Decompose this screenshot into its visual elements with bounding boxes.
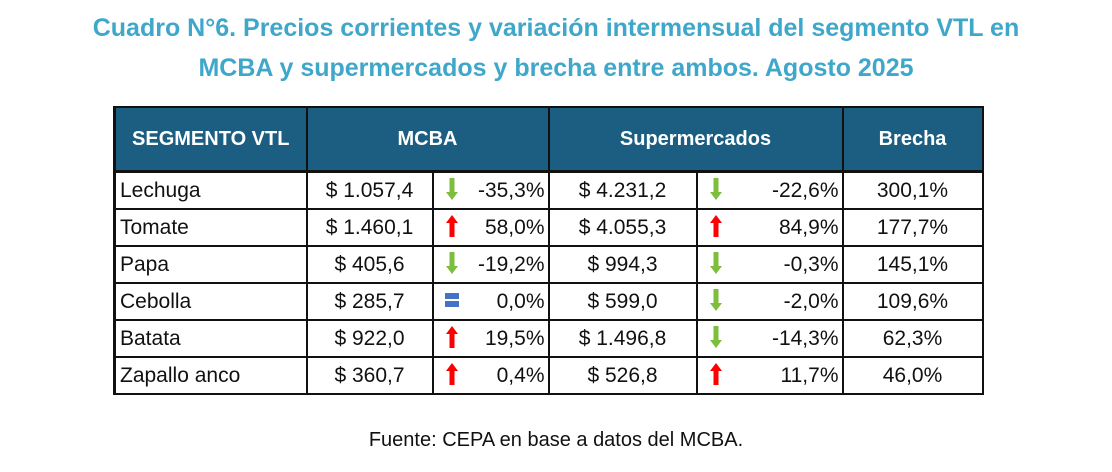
cell-mcba-variation: -35,3% (431, 170, 550, 210)
arrow-up-red-icon (445, 325, 459, 349)
table-row: Zapallo anco $ 360,7 0,4% $ 526,8 11,7% 46,0% (113, 356, 984, 395)
price-table: SEGMENTO VTL MCBA Supermercados Brecha L… (113, 106, 984, 395)
cell-brecha: 145,1% (841, 245, 984, 284)
cell-mcba-price: $ 360,7 (305, 356, 434, 395)
cell-mcba-price: $ 1.057,4 (305, 170, 434, 210)
arrow-up-red-icon (709, 214, 723, 238)
cell-mcba-price: $ 922,0 (305, 319, 434, 358)
cell-brecha: 46,0% (841, 356, 984, 395)
cell-super-price: $ 4.055,3 (547, 208, 698, 247)
cell-segment: Zapallo anco (113, 356, 308, 395)
table-row: Papa $ 405,6 -19,2% $ 994,3 -0,3% 145,1% (113, 245, 984, 284)
cell-mcba-variation: 0,4% (431, 356, 550, 395)
arrow-down-green-icon (709, 251, 723, 275)
mcba-variation-value: 0,4% (496, 363, 545, 387)
cell-mcba-price: $ 1.460,1 (305, 208, 434, 247)
arrow-up-red-icon (709, 362, 723, 386)
table-row: Batata $ 922,0 19,5% $ 1.496,8 -14,3% 62,3% (113, 319, 984, 358)
arrow-up-red-icon (445, 214, 459, 238)
cell-brecha: 300,1% (841, 170, 984, 210)
mcba-variation-value: 0,0% (496, 289, 545, 313)
cell-super-variation: -0,3% (695, 245, 844, 284)
cell-segment: Tomate (113, 208, 308, 247)
cell-super-price: $ 599,0 (547, 282, 698, 321)
table-row: Lechuga $ 1.057,4 -35,3% $ 4.231,2 -22,6% 300… (113, 170, 984, 210)
cell-super-variation: -14,3% (695, 319, 844, 358)
super-variation-value: 84,9% (778, 215, 839, 239)
cell-brecha: 109,6% (841, 282, 984, 321)
super-variation-value: -22,6% (771, 178, 839, 202)
cell-mcba-price: $ 405,6 (305, 245, 434, 284)
cell-mcba-variation: 58,0% (431, 208, 550, 247)
arrow-down-green-icon (709, 325, 723, 349)
table-row: Tomate $ 1.460,1 58,0% $ 4.055,3 84,9% 177,7% (113, 208, 984, 247)
cell-mcba-variation: -19,2% (431, 245, 550, 284)
mcba-variation-value: 19,5% (484, 326, 545, 350)
table-row: Cebolla $ 285,7 0,0% $ 599,0 -2,0% 109,6% (113, 282, 984, 321)
cell-segment: Batata (113, 319, 308, 358)
super-variation-value: -0,3% (783, 252, 839, 276)
cell-brecha: 177,7% (841, 208, 984, 247)
header-mcba: MCBA (305, 106, 550, 173)
super-variation-value: -2,0% (783, 289, 839, 313)
header-supermercados: Supermercados (547, 106, 844, 173)
mcba-variation-value: 58,0% (484, 215, 545, 239)
cell-super-variation: 84,9% (695, 208, 844, 247)
equal-blue-icon (444, 288, 459, 312)
cell-super-price: $ 1.496,8 (547, 319, 698, 358)
mcba-variation-value: -19,2% (477, 252, 545, 276)
cell-super-price: $ 526,8 (547, 356, 698, 395)
cell-super-price: $ 4.231,2 (547, 170, 698, 210)
super-variation-value: 11,7% (780, 363, 839, 387)
arrow-down-green-icon (445, 251, 459, 275)
mcba-variation-value: -35,3% (477, 178, 545, 202)
arrow-down-green-icon (445, 177, 459, 201)
arrow-down-green-icon (709, 177, 723, 201)
cell-super-price: $ 994,3 (547, 245, 698, 284)
cell-mcba-variation: 0,0% (431, 282, 550, 321)
source-note: Fuente: CEPA en base a datos del MCBA. (368, 429, 744, 451)
super-variation-value: -14,3% (771, 326, 839, 350)
cell-segment: Lechuga (113, 170, 308, 210)
cell-super-variation: 11,7% (695, 356, 844, 395)
cell-mcba-variation: 19,5% (431, 319, 550, 358)
cell-segment: Papa (113, 245, 308, 284)
arrow-down-green-icon (709, 288, 723, 312)
table-title: Cuadro N°6. Precios corrientes y variaci… (0, 8, 1112, 88)
arrow-up-red-icon (445, 362, 459, 386)
cell-segment: Cebolla (113, 282, 308, 321)
cell-mcba-price: $ 285,7 (305, 282, 434, 321)
header-brecha: Brecha (841, 106, 984, 173)
cell-super-variation: -22,6% (695, 170, 844, 210)
title-line-2: MCBA y supermercados y brecha entre ambo… (198, 54, 914, 82)
header-row: SEGMENTO VTL MCBA Supermercados Brecha (113, 106, 984, 173)
cell-brecha: 62,3% (841, 319, 984, 358)
header-segment: SEGMENTO VTL (113, 106, 308, 173)
title-line-1: Cuadro N°6. Precios corrientes y variaci… (92, 14, 1020, 42)
cell-super-variation: -2,0% (695, 282, 844, 321)
